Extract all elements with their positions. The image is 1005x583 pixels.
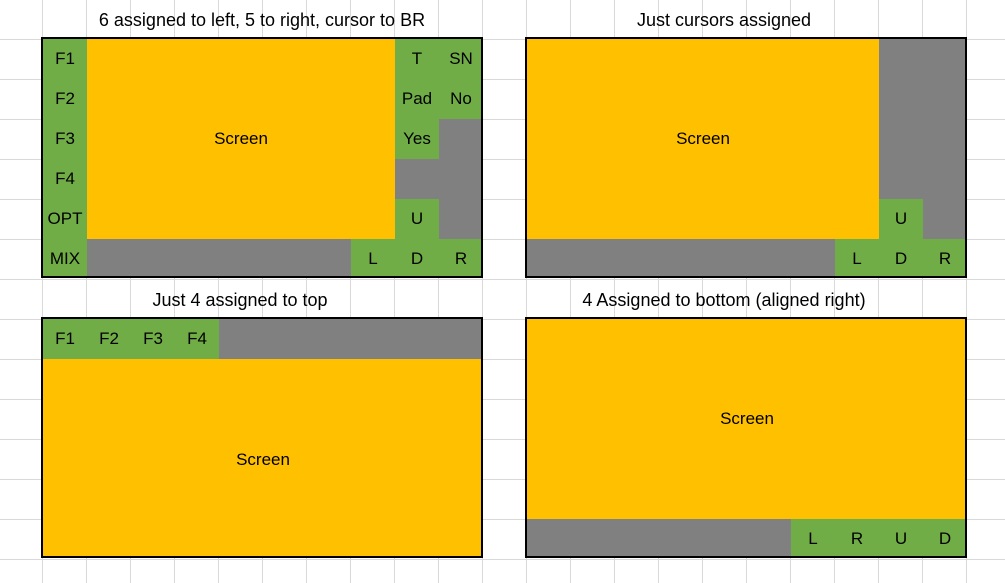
screen-label: Screen: [236, 449, 290, 469]
key-opt[interactable]: OPT: [43, 199, 87, 239]
key-f1[interactable]: F1: [43, 39, 87, 79]
panel-1: F1 F2 F3 F4 OPT MIX Screen T SN Pad No Y…: [41, 37, 483, 278]
key-t[interactable]: T: [395, 39, 439, 79]
panel-4: Screen L R U D: [525, 317, 967, 558]
panel-2: Screen U L D R: [525, 37, 967, 278]
panel-1-title: 6 assigned to left, 5 to right, cursor t…: [98, 10, 426, 30]
screen-label: Screen: [214, 129, 268, 148]
key-left[interactable]: L: [835, 239, 879, 276]
key-up[interactable]: U: [395, 199, 439, 239]
screen-label: Screen: [720, 409, 774, 428]
key-down[interactable]: D: [879, 239, 923, 276]
key-left[interactable]: L: [791, 519, 835, 556]
key-mix[interactable]: MIX: [43, 239, 87, 276]
key-f2[interactable]: F2: [43, 79, 87, 119]
key-sn[interactable]: SN: [439, 39, 481, 79]
panel-4-title: 4 Assigned to bottom (aligned right): [582, 290, 866, 310]
key-up[interactable]: U: [879, 519, 923, 556]
key-f4[interactable]: F4: [175, 319, 219, 359]
key-right[interactable]: R: [835, 519, 879, 556]
screen-label: Screen: [676, 129, 730, 148]
key-right[interactable]: R: [923, 239, 965, 276]
key-f1[interactable]: F1: [43, 319, 87, 359]
panel-3-title: Just 4 assigned to top: [152, 290, 328, 310]
key-f2[interactable]: F2: [87, 319, 131, 359]
key-f3[interactable]: F3: [131, 319, 175, 359]
key-pad[interactable]: Pad: [395, 79, 439, 119]
key-f4[interactable]: F4: [43, 159, 87, 199]
key-right[interactable]: R: [439, 239, 481, 276]
screen-area: Screen: [43, 359, 481, 556]
panel-3: F1 F2 F3 F4 Screen: [41, 317, 483, 558]
key-f3[interactable]: F3: [43, 119, 87, 159]
screen-area: Screen: [527, 39, 879, 239]
key-no[interactable]: No: [439, 79, 481, 119]
screen-area: Screen: [87, 39, 395, 239]
panel-2-title: Just cursors assigned: [636, 10, 812, 30]
screen-area: Screen: [527, 319, 965, 519]
key-left[interactable]: L: [351, 239, 395, 276]
key-down[interactable]: D: [395, 239, 439, 276]
key-up[interactable]: U: [879, 199, 923, 239]
key-yes[interactable]: Yes: [395, 119, 439, 159]
key-down[interactable]: D: [923, 519, 965, 556]
